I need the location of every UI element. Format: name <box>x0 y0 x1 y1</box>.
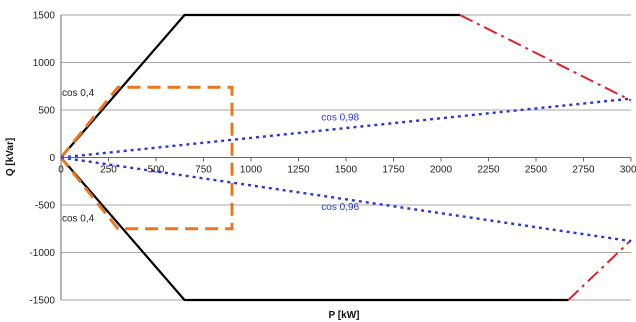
x-tick-label: 0 <box>58 165 64 176</box>
x-tick-label: 1000 <box>240 165 263 176</box>
x-tick-label: 2500 <box>525 165 548 176</box>
series-solid-line-0 <box>60 13 460 159</box>
y-axis-title: Q [kVar] <box>5 138 16 176</box>
annotation-label: cos 0,98 <box>321 113 359 124</box>
series-dash-dot-line-3 <box>567 239 632 301</box>
x-tick-label: 3000 <box>620 165 636 176</box>
series-layer <box>59 13 632 302</box>
x-tick-label: 2750 <box>572 165 595 176</box>
axes: 1500 1000 500 0 -500 -1000 -1500 0 250 500 750 1000… <box>29 11 636 307</box>
x-tick-label: 2000 <box>430 165 453 176</box>
annotation-label: cos 0,4 <box>62 213 95 224</box>
series-dotted-line-6 <box>60 156 632 243</box>
x-tick-label: 2250 <box>477 165 500 176</box>
annotations: cos 0,4 cos 0,4 cos 0,98 cos 0,96 <box>62 88 360 224</box>
annotation-label: cos 0,96 <box>321 202 359 213</box>
x-tick-label: 1500 <box>335 165 358 176</box>
y-tick-label: 500 <box>38 106 55 117</box>
x-tick-label: 500 <box>148 165 165 176</box>
series-solid-line-1 <box>60 156 569 302</box>
x-tick-label: 1250 <box>287 165 310 176</box>
annotation-label: cos 0,4 <box>62 88 95 99</box>
y-tick-label: -1500 <box>29 296 55 307</box>
series-dotted-line-5 <box>60 97 632 159</box>
series-dash-dot-line-2 <box>459 14 632 102</box>
y-tick-label: -1000 <box>29 248 55 259</box>
x-axis-title: P [kW] <box>329 310 360 321</box>
y-tick-label: 1500 <box>33 11 56 22</box>
y-tick-label: 1000 <box>33 58 56 69</box>
x-tick-label: 750 <box>195 165 212 176</box>
y-tick-label: 0 <box>49 153 55 164</box>
y-tick-label: -500 <box>35 201 55 212</box>
x-tick-label: 250 <box>100 165 117 176</box>
x-tick-label: 1750 <box>382 165 405 176</box>
